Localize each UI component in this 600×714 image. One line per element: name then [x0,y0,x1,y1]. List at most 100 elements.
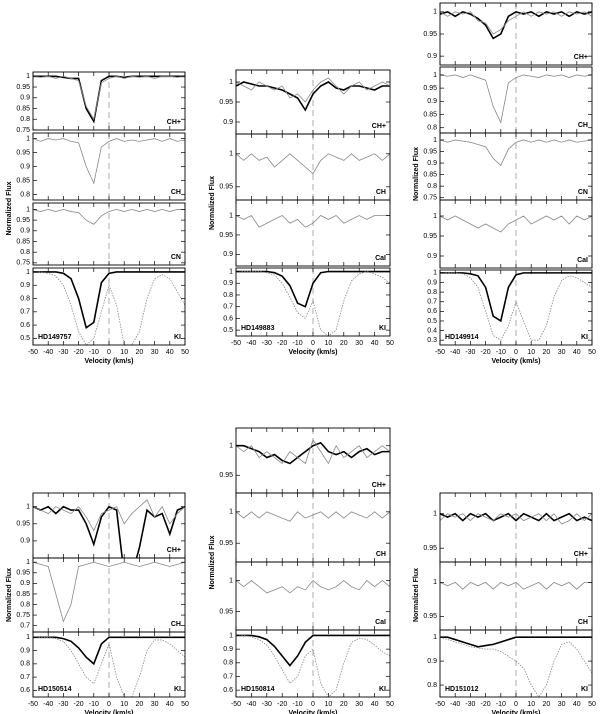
species-label: CH+ [372,123,386,130]
spectrum-line [440,272,592,323]
spectrum-line [236,441,390,465]
y-tick-label: 0.9 [427,98,437,105]
y-tick-label: 0.95 [219,540,233,547]
x-tick-label: 10 [527,349,535,356]
plot-area [236,134,390,200]
x-tick-label: -20 [74,701,84,708]
species-label: CaI [577,257,588,264]
y-tick-label: 1 [229,577,233,584]
x-tick-label: -20 [277,701,287,708]
y-tick-label: 1 [229,79,233,86]
plot-area [236,200,390,266]
x-tick-label: 20 [340,340,348,347]
species-label: KI [581,686,588,693]
species-label: CH+ [372,482,386,489]
panel: 0.8 0.9 1 -50 -40 -30 -20 -10 0 10 20 30 40 50 Velocit… [427,629,596,714]
plot-area [33,558,185,632]
x-tick-label: 10 [120,701,128,708]
star-label: HD150514 [38,686,72,693]
y-axis-label: Normalized Flux [6,181,13,235]
panel: 0.6 0.7 0.8 0.9 1 -50 -40 -30 -20 -10 0 10 20 30 40 50 V… [223,629,394,714]
spectrum-line [440,512,592,522]
spectrum-line [33,636,185,666]
y-tick-label: 0.7 [223,673,233,680]
x-tick-label: 20 [543,701,551,708]
x-tick-label: 40 [166,701,174,708]
x-axis-label: Velocity (km/s) [84,710,133,714]
plot-area [33,268,185,345]
y-tick-label: 0.95 [423,233,437,240]
y-tick-label: 0.5 [223,327,233,334]
y-tick-label: 0.8 [20,191,30,198]
x-tick-label: -40 [246,340,256,347]
x-tick-label: 0 [107,349,111,356]
y-tick-label: 0.95 [219,472,233,479]
star-label: HD150814 [241,686,275,693]
y-tick-label: 0.8 [427,289,437,296]
y-tick-label: 0.95 [423,148,437,155]
plot-area [236,428,390,493]
panel: 0.95 1 CaI [219,561,391,631]
y-tick-label: 0.8 [20,249,30,256]
species-label: KI [581,334,588,341]
x-tick-label: 10 [527,701,535,708]
spectrum-line [33,271,185,330]
x-tick-label: -10 [89,349,99,356]
spectrum-line [236,271,390,336]
y-tick-label: 0.95 [219,608,233,615]
spectrum-line [33,499,185,532]
x-tick-label: 10 [120,349,128,356]
plot-area [440,270,592,345]
y-tick-label: 0.85 [16,591,30,598]
x-tick-label: -10 [496,349,506,356]
x-tick-label: -30 [465,349,475,356]
species-label: CH+ [574,54,588,61]
x-tick-label: 40 [371,701,379,708]
y-tick-label: 0.8 [223,292,233,299]
spectrum-line [440,513,592,525]
y-tick-label: 0.9 [223,251,233,258]
y-tick-label: 1 [229,212,233,219]
y-tick-label: 0.9 [427,253,437,260]
x-tick-label: 0 [311,340,315,347]
species-label: CH [376,551,386,558]
y-tick-label: 0.75 [423,195,437,202]
x-tick-label: -10 [293,340,303,347]
panel: 0.7 0.75 0.8 0.85 0.9 0.95 1 CH Normalized Flux [6,557,186,633]
plot-area [440,67,592,133]
y-tick-label: 0.95 [16,570,30,577]
y-tick-label: 0.9 [20,580,30,587]
x-tick-label: 50 [386,701,394,708]
species-label: CH [376,189,386,196]
species-label: CH [578,122,588,129]
y-tick-label: 0.9 [223,119,233,126]
y-tick-label: 0.8 [20,116,30,123]
y-tick-label: 1 [229,509,233,516]
plot-area [33,72,185,130]
y-tick-label: 0.9 [427,160,437,167]
x-axis-label: Velocity (km/s) [288,710,337,714]
star-label: HD149914 [445,334,479,341]
y-axis-label: Normalized Flux [209,535,216,589]
plot-area [440,133,592,200]
y-tick-label: 1 [229,268,233,275]
y-tick-label: 1 [433,270,437,277]
y-tick-label: 0.9 [427,658,437,665]
y-tick-label: 0.85 [16,177,30,184]
x-tick-label: -30 [58,349,68,356]
x-tick-label: 30 [558,701,566,708]
y-tick-label: 0.85 [16,238,30,245]
plot-area [236,493,390,562]
y-tick-label: 1 [433,213,437,220]
y-tick-label: 0.6 [427,308,437,315]
species-label: CH+ [167,547,181,554]
x-tick-label: 20 [340,701,348,708]
plot-area [440,3,592,65]
x-tick-label: 20 [543,349,551,356]
y-tick-label: 0.95 [423,545,437,552]
spectrum-line [440,636,592,697]
x-tick-label: -10 [89,701,99,708]
y-axis-label: Normalized Flux [413,147,420,201]
panel: 0.9 0.95 1 CH+ [219,69,391,135]
panel: 0.95 1 CH+ [423,492,593,563]
